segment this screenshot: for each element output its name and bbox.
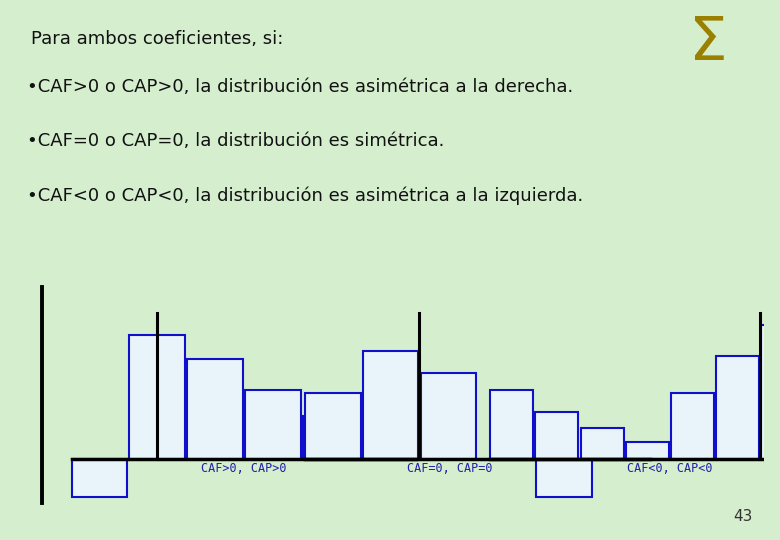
Bar (420, 373, 476, 459)
Bar (626, 442, 668, 459)
Bar (303, 416, 358, 459)
Text: CAF>0, CAP>0: CAF>0, CAP>0 (201, 462, 286, 475)
Bar (535, 413, 579, 459)
Bar (245, 390, 300, 459)
Text: Para ambos coeficientes, si:: Para ambos coeficientes, si: (31, 30, 284, 48)
Text: •CAF<0 o CAP<0, la distribución es asimétrica a la izquierda.: •CAF<0 o CAP<0, la distribución es asimé… (27, 186, 583, 205)
Text: 43: 43 (733, 509, 753, 524)
Bar (671, 394, 714, 459)
Bar (490, 390, 534, 459)
Text: $\mathit{\Sigma}$: $\mathit{\Sigma}$ (687, 14, 725, 72)
Text: •CAF>0 o CAP>0, la distribución es asimétrica a la derecha.: •CAF>0 o CAP>0, la distribución es asimé… (27, 78, 573, 96)
Text: •CAF=0 o CAP=0, la distribución es simétrica.: •CAF=0 o CAP=0, la distribución es simét… (27, 132, 445, 150)
Bar (187, 359, 243, 459)
Bar (716, 356, 759, 459)
Bar (363, 350, 418, 459)
Bar (129, 335, 185, 459)
Text: CAF<0, CAP<0: CAF<0, CAP<0 (627, 462, 713, 475)
Bar (580, 428, 624, 459)
Bar (536, 459, 592, 497)
Bar (761, 325, 780, 459)
Text: CAF=0, CAP=0: CAF=0, CAP=0 (406, 462, 492, 475)
Bar (305, 394, 360, 459)
Bar (72, 459, 127, 497)
